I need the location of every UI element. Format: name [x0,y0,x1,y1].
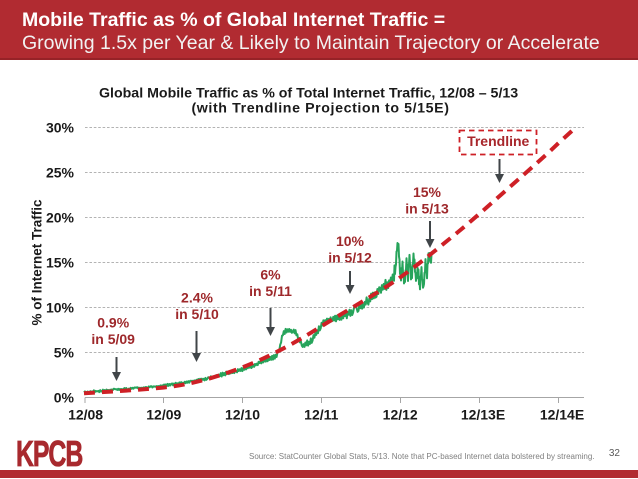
svg-text:in 5/13: in 5/13 [405,201,449,217]
svg-text:2.4%: 2.4% [181,290,213,306]
svg-text:20%: 20% [46,210,75,226]
svg-text:10%: 10% [46,300,75,316]
svg-text:5%: 5% [54,345,75,361]
svg-text:12/11: 12/11 [304,407,338,423]
svg-text:Global Mobile Traffic as % of: Global Mobile Traffic as % of Total Inte… [99,86,518,102]
svg-text:15%: 15% [46,255,75,271]
svg-text:15%: 15% [413,184,442,200]
svg-text:12/10: 12/10 [225,407,260,423]
svg-text:12/13E: 12/13E [461,407,505,423]
svg-text:12/09: 12/09 [146,407,181,423]
svg-text:in 5/12: in 5/12 [328,250,372,266]
svg-text:0%: 0% [54,390,75,406]
svg-text:25%: 25% [46,165,75,181]
svg-text:12/14E: 12/14E [540,407,584,423]
svg-text:% of Internet Traffic: % of Internet Traffic [29,199,44,326]
svg-text:in 5/11: in 5/11 [249,283,292,299]
svg-text:6%: 6% [260,267,281,283]
svg-text:(with Trendline Projection to: (with Trendline Projection to 5/15E) [191,101,449,117]
svg-text:10%: 10% [336,233,365,249]
svg-text:12/08: 12/08 [68,407,103,423]
svg-text:30%: 30% [46,120,75,136]
svg-text:0.9%: 0.9% [97,315,129,331]
svg-text:in 5/10: in 5/10 [175,306,219,322]
svg-text:in 5/09: in 5/09 [91,331,135,347]
svg-text:Trendline: Trendline [467,133,529,149]
svg-text:12/12: 12/12 [383,407,418,423]
